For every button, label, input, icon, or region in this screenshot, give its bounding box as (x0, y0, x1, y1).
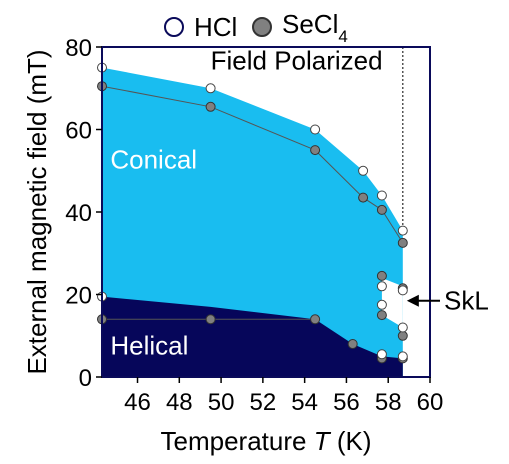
data-point-hcl-7 (376, 299, 387, 310)
y-tick-label-0: 0 (79, 365, 92, 392)
data-point-hcl-5 (397, 225, 408, 236)
legend-secl4-label: SeCl4 (282, 9, 348, 46)
region-label-conical: Conical (110, 145, 197, 175)
data-point-secl4-13 (205, 314, 216, 325)
data-point-secl4-15 (347, 339, 358, 349)
legend: HCl SeCl4 (164, 9, 348, 46)
data-point-secl4-14 (310, 314, 321, 325)
boundary-line-secl4 (101, 85, 404, 244)
legend-secl4-label-subscript: 4 (338, 27, 347, 46)
data-point-secl4-1 (205, 101, 216, 112)
x-tick-label-56: 56 (333, 389, 360, 416)
data-point-secl4-4 (376, 204, 387, 215)
x-axis-label-pre: Temperature (161, 426, 314, 456)
data-point-hcl-4 (376, 190, 387, 201)
data-point-hcl-3 (358, 165, 369, 176)
data-point-hcl-9 (397, 322, 408, 333)
legend-secl4-label-base: SeCl (282, 9, 338, 39)
y-axis-ticks: 0 20 40 60 80 (65, 35, 102, 392)
plot-area: Field Polarized Conical Helical (97, 46, 431, 378)
y-axis-label: External magnetic field (mT) (22, 49, 52, 374)
data-point-hcl-1 (205, 83, 216, 94)
legend-hcl-label: HCl (194, 12, 237, 42)
legend-hcl-marker (164, 17, 184, 37)
x-tick-label-52: 52 (250, 389, 277, 416)
region-label-field-polarized: Field Polarized (211, 46, 383, 76)
y-tick-label-60: 60 (65, 118, 92, 145)
x-tick-label-58: 58 (375, 389, 402, 416)
y-tick-label-40: 40 (65, 200, 92, 227)
data-point-hcl-8 (397, 285, 408, 296)
region-label-helical: Helical (110, 330, 188, 360)
y-tick-label-20: 20 (65, 283, 92, 310)
x-tick-label-60: 60 (417, 389, 444, 416)
region-helical (102, 296, 403, 377)
data-point-secl4-7 (376, 310, 387, 321)
x-tick-label-46: 46 (124, 389, 151, 416)
data-point-hcl-10 (376, 349, 387, 360)
x-tick-label-48: 48 (166, 389, 193, 416)
skl-annotation: SkL (406, 286, 489, 316)
x-axis-label-post: (K) (330, 426, 372, 456)
x-axis-ticks: 46 48 50 52 54 56 58 60 (124, 377, 443, 416)
series-hcl (97, 62, 408, 362)
region-conical (102, 67, 403, 377)
data-point-secl4-5 (397, 237, 408, 248)
x-axis-label: Temperature T (K) (161, 426, 372, 456)
x-tick-label-54: 54 (291, 389, 318, 416)
data-point-secl4-9 (397, 330, 408, 341)
skl-arrowhead (406, 294, 419, 307)
data-point-secl4-2 (310, 145, 321, 156)
data-point-secl4-6 (376, 270, 387, 281)
data-point-hcl-11 (397, 351, 408, 362)
data-point-hcl-2 (310, 124, 321, 135)
x-axis-label-var: T (314, 426, 332, 456)
legend-secl4-marker (252, 17, 272, 37)
region-skl (381, 278, 403, 328)
y-tick-label-80: 80 (65, 35, 92, 62)
region-label-skl: SkL (444, 286, 489, 316)
data-point-hcl-6 (376, 281, 387, 292)
data-point-secl4-3 (358, 192, 369, 203)
x-tick-label-50: 50 (208, 389, 235, 416)
